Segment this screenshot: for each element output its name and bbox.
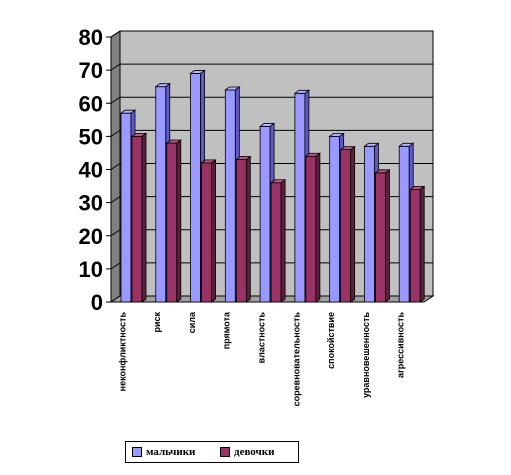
y-tick-label: 40 xyxy=(79,158,103,183)
bar-1-6 xyxy=(339,145,356,303)
bar-front xyxy=(398,145,410,303)
bar-front xyxy=(259,126,271,303)
bar-front xyxy=(131,135,143,303)
bar-1-7 xyxy=(374,169,391,303)
x-category-label: уравновешенность xyxy=(361,312,371,398)
chart-legend: мальчики девочки xyxy=(125,441,299,463)
x-category-label: властность xyxy=(257,312,267,364)
gridline-side xyxy=(110,196,121,204)
x-category-label: неконфликтность xyxy=(117,312,127,392)
bar-front xyxy=(364,145,375,303)
x-category-label: соревновательность xyxy=(291,312,301,407)
gridline-side xyxy=(110,129,121,137)
y-tick-label: 20 xyxy=(79,224,103,249)
bar-side xyxy=(419,185,425,303)
legend-swatch-series-1 xyxy=(220,447,230,457)
legend-label-series-1: девочки xyxy=(234,446,275,458)
bar-front xyxy=(235,159,247,303)
bar-side xyxy=(176,139,182,303)
y-tick-label: 50 xyxy=(79,124,103,149)
bar-1-2 xyxy=(200,159,217,303)
bar-side xyxy=(280,178,286,303)
bar-front xyxy=(120,112,132,303)
y-tick-label: 30 xyxy=(79,191,103,216)
bar-front xyxy=(340,149,352,303)
bar-front xyxy=(190,73,201,303)
bar-side xyxy=(385,169,390,303)
y-tick-label: 60 xyxy=(79,91,103,116)
bar-front xyxy=(155,86,167,303)
bar-front xyxy=(409,188,421,303)
chart-bars xyxy=(119,69,426,303)
x-category-label: сила xyxy=(187,311,197,333)
y-tick-label: 70 xyxy=(79,58,103,83)
bar-front xyxy=(329,135,341,303)
bar-front xyxy=(201,162,212,303)
x-category-label: прямота xyxy=(222,311,232,349)
x-category-label: риск xyxy=(152,312,162,333)
bar-side xyxy=(141,132,147,303)
gridline-side xyxy=(110,30,121,38)
bar-1-0 xyxy=(130,132,148,303)
bar-1-4 xyxy=(269,178,287,303)
bar-front xyxy=(270,182,282,303)
y-tick-label: 10 xyxy=(79,257,103,282)
legend-swatch-series-0 xyxy=(132,447,142,457)
bar-side xyxy=(315,152,321,303)
x-category-label: агрессивность xyxy=(396,312,406,378)
x-axis-category-labels: неконфликтность риск сила прямота властность… xyxy=(117,311,405,406)
bar-front xyxy=(224,89,236,303)
bar-1-5 xyxy=(304,152,322,303)
bar-front xyxy=(305,155,317,303)
gridline-side xyxy=(110,262,121,270)
bar-side xyxy=(350,145,356,303)
legend-label-series-0: мальчики xyxy=(146,446,196,458)
bar-side xyxy=(211,159,216,303)
y-tick-label: 0 xyxy=(91,290,103,315)
gridline-side xyxy=(110,63,121,71)
gridline-side xyxy=(110,96,121,104)
bar-1-3 xyxy=(235,155,252,303)
bar-1-8 xyxy=(409,185,426,303)
gridline-side xyxy=(110,163,121,170)
bar-front xyxy=(166,142,178,303)
bar-front xyxy=(294,92,306,303)
x-category-label: спокойствие xyxy=(326,312,336,369)
y-axis-tick-labels: 0 10 20 30 40 50 60 70 80 xyxy=(79,25,112,315)
gridline-side xyxy=(110,229,121,237)
bar-1-1 xyxy=(165,139,182,303)
y-tick-label: 80 xyxy=(79,25,103,50)
bar-front xyxy=(375,172,386,303)
bar-side xyxy=(245,155,251,303)
